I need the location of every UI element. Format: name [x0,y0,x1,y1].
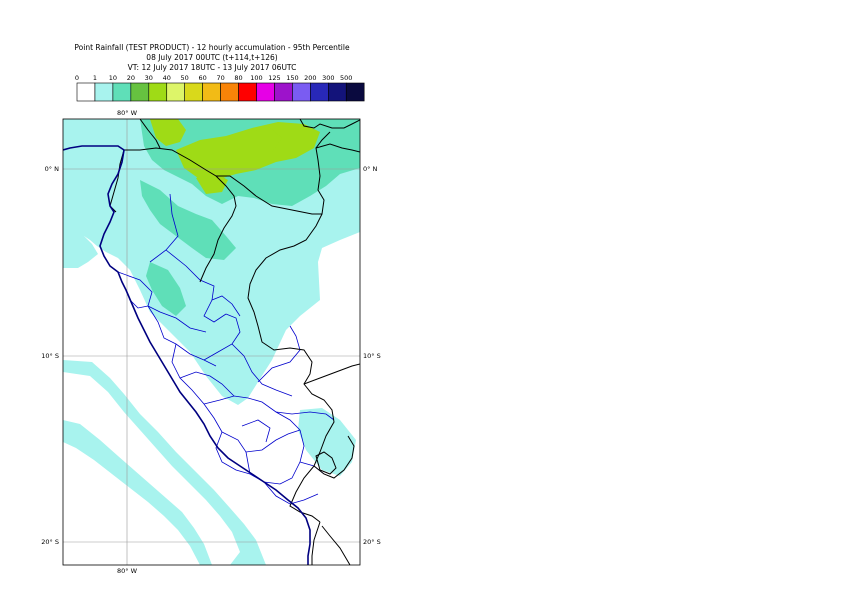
rain-area-moderate-3 [146,262,186,316]
rain-area-heavy-3 [196,172,228,194]
legend-tick-label: 50 [181,74,189,82]
legend-tick-label: 10 [109,74,117,82]
rain-area-heavy-1 [150,119,186,146]
legend-tick-label: 80 [234,74,242,82]
legend-tick-label: 30 [145,74,153,82]
lat-label-0-right: 0° N [363,165,377,173]
legend-tick-label: 0 [75,74,79,82]
rain-area-offshore-nw [63,236,98,268]
legend-tick-label: 70 [216,74,224,82]
lake-titicaca [315,451,337,475]
legend-tick-label: 40 [163,74,171,82]
lat-label-0-left: 0° N [45,165,59,173]
legend-tick-label: 200 [304,74,316,82]
color-legend: 0 1 10 20 30 40 50 60 70 80 100 125 150 200 300 500 [75,74,365,102]
rain-area-southeast [298,408,356,476]
legend-tick-label: 125 [268,74,280,82]
title-line-2: 08 July 2017 00UTC (t+114,t+126) [146,53,278,62]
rain-area-heavy-2 [176,122,320,180]
coastline [63,145,311,565]
lat-label-10s-left: 10° S [41,352,59,360]
legend-tick-label: 150 [286,74,298,82]
legend-tick-label: 500 [340,74,352,82]
title-line-3: VT: 12 July 2017 18UTC - 13 July 2017 06… [127,63,297,72]
legend-tick-label: 100 [250,74,262,82]
rain-area-moderate-2 [140,180,236,260]
legend-swatch [345,82,365,102]
lat-label-20s-right: 20° S [363,538,381,546]
title-line-1: Point Rainfall (TEST PRODUCT) - 12 hourl… [74,43,350,52]
lon-label-bottom: 80° W [117,567,138,575]
rain-area-heavy-4 [248,126,282,152]
legend-tick-label: 1 [93,74,97,82]
legend-tick-label: 20 [127,74,135,82]
map-frame [62,118,361,566]
legend-tick-label: 300 [322,74,334,82]
lon-label-top: 80° W [117,109,138,117]
lat-label-20s-left: 20° S [41,538,59,546]
country-borders [109,119,360,565]
legend-tick-label: 60 [199,74,207,82]
lat-label-10s-right: 10° S [363,352,381,360]
rain-area-offshore-streaks [63,420,212,565]
region-borders [117,193,335,505]
